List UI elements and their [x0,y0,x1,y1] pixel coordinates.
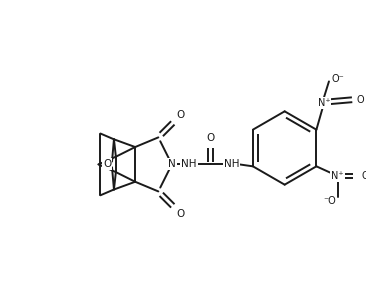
Text: O: O [206,133,214,143]
Text: O: O [362,171,366,181]
Text: O: O [176,209,185,219]
Text: NH: NH [182,160,197,169]
Text: O⁻: O⁻ [331,73,344,83]
Text: ⁻O: ⁻O [324,196,336,206]
Text: N⁺: N⁺ [331,171,344,181]
Text: O: O [356,95,364,105]
Text: N: N [168,160,176,169]
Text: O: O [103,160,111,169]
Text: O: O [176,110,185,120]
Text: NH: NH [224,160,239,169]
Text: N⁺: N⁺ [318,98,330,108]
